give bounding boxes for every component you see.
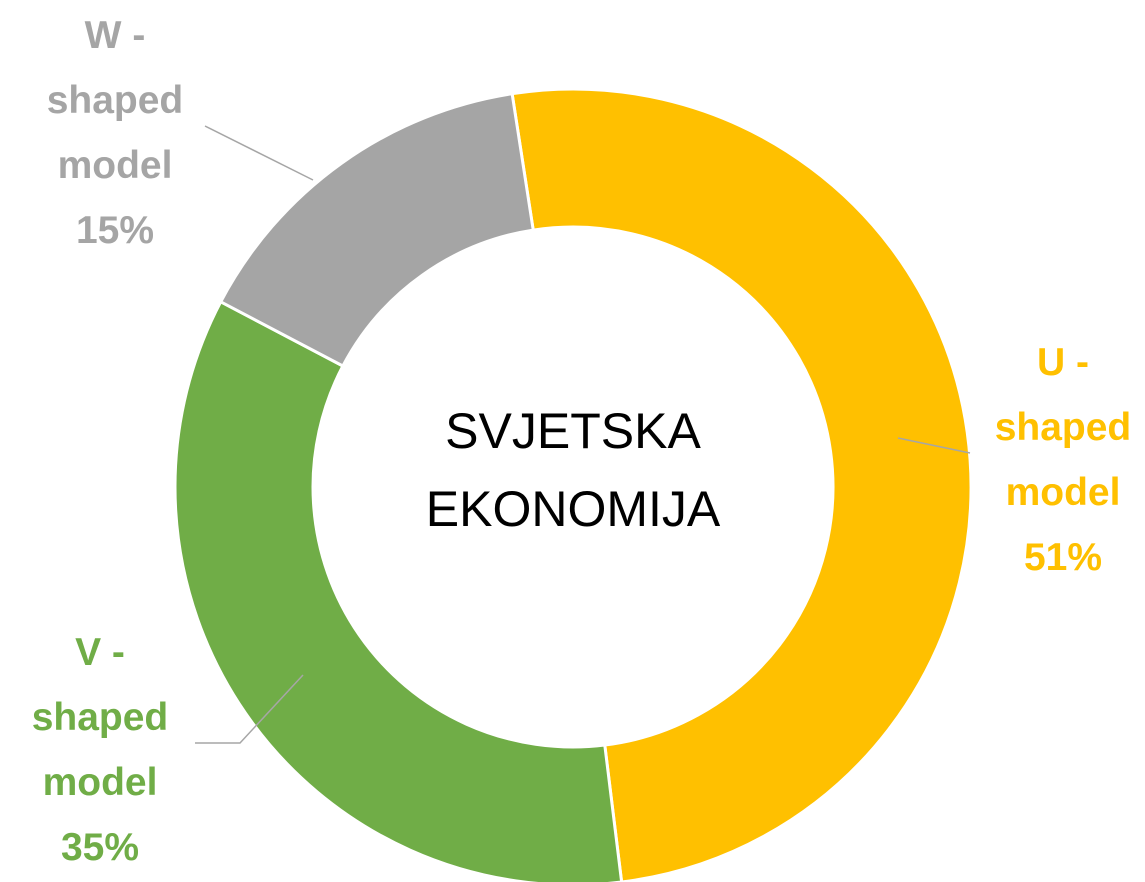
- category-label: W - shaped model: [46, 14, 184, 187]
- leader-line: [897, 437, 971, 454]
- value-label: 15%: [75, 209, 155, 252]
- leader-line: [204, 125, 314, 181]
- donut-slice: [173, 299, 624, 882]
- center-label: SVJETSKA EKONOMIJA: [425, 403, 721, 537]
- value-label: 51%: [1023, 536, 1103, 579]
- data-label: V - shaped model 35%: [5, 620, 195, 880]
- donut-slice: [510, 87, 973, 882]
- category-label: U - shaped model: [994, 341, 1132, 514]
- donut-slice: [218, 91, 535, 369]
- value-label: 35%: [60, 826, 140, 869]
- category-label: V - shaped model: [31, 631, 169, 804]
- data-label: U - shaped model 51%: [968, 330, 1145, 590]
- data-label: W - shaped model 15%: [20, 3, 210, 263]
- leader-line: [195, 674, 304, 744]
